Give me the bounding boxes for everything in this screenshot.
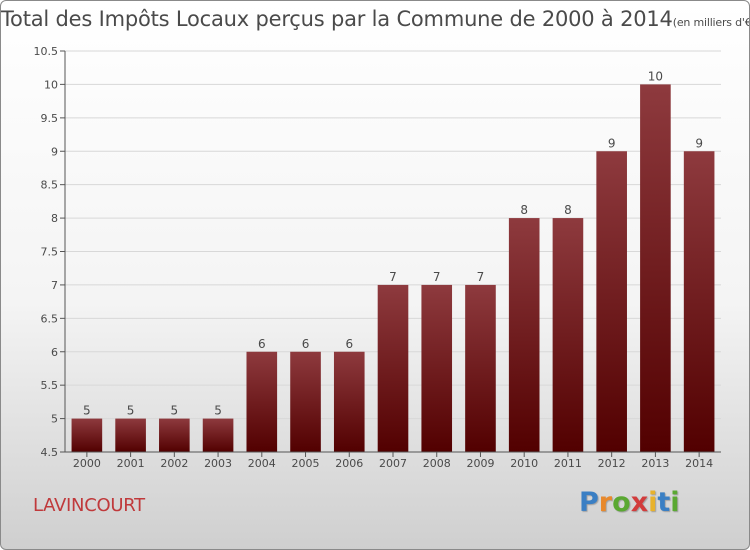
- commune-name: LAVINCOURT: [33, 495, 145, 516]
- y-tick-label: 8.5: [41, 179, 59, 192]
- data-label: 7: [389, 270, 397, 284]
- y-tick-label: 7: [51, 279, 58, 292]
- logo-letter: t: [657, 487, 671, 518]
- y-tick-label: 8: [51, 212, 58, 225]
- logo-letter: r: [598, 487, 613, 518]
- bar: [333, 351, 365, 452]
- x-tick-label: 2014: [685, 457, 713, 470]
- y-tick-label: 4.5: [41, 446, 59, 459]
- bar: [202, 418, 234, 452]
- bar: [683, 151, 715, 452]
- chart-title-unit: (en milliers d'€): [672, 16, 750, 29]
- y-tick-label: 7.5: [41, 246, 59, 259]
- x-tick-label: 2004: [248, 457, 276, 470]
- data-label: 10: [648, 69, 663, 83]
- y-tick-label: 6.5: [41, 312, 59, 325]
- data-label: 6: [345, 337, 353, 351]
- bar: [596, 151, 627, 452]
- x-tick-label: 2000: [73, 457, 101, 470]
- x-tick-label: 2009: [466, 457, 494, 470]
- logo-letter: o: [612, 487, 631, 518]
- chart-title-main: Total des Impôts Locaux perçus par la Co…: [1, 7, 673, 31]
- bar: [71, 418, 103, 452]
- data-label: 8: [520, 203, 528, 217]
- data-label: 7: [477, 270, 485, 284]
- data-label: 5: [171, 404, 179, 418]
- y-tick-label: 5: [51, 413, 58, 426]
- y-tick-label: 10.5: [34, 45, 59, 58]
- bar: [421, 284, 453, 452]
- y-tick-label: 9.5: [41, 112, 59, 125]
- data-label: 8: [564, 203, 572, 217]
- bar: [552, 218, 584, 452]
- bar: [377, 284, 409, 452]
- x-tick-label: 2013: [641, 457, 669, 470]
- logo-letter: i: [648, 487, 658, 518]
- x-tick-label: 2002: [160, 457, 188, 470]
- x-tick-label: 2001: [117, 457, 145, 470]
- y-tick-label: 9: [51, 145, 58, 158]
- x-tick-label: 2011: [554, 457, 582, 470]
- logo-letter: x: [630, 487, 649, 518]
- data-label: 9: [695, 136, 703, 150]
- bar: [508, 218, 540, 452]
- data-label: 9: [608, 136, 616, 150]
- data-label: 6: [258, 337, 266, 351]
- y-tick-label: 10: [44, 78, 58, 91]
- data-label: 7: [433, 270, 441, 284]
- bar: [115, 418, 146, 452]
- x-tick-label: 2003: [204, 457, 232, 470]
- chart-title: Total des Impôts Locaux perçus par la Co…: [1, 7, 750, 31]
- x-tick-label: 2010: [510, 457, 538, 470]
- x-tick-label: 2005: [292, 457, 320, 470]
- bar: [159, 418, 190, 452]
- data-label: 5: [83, 404, 91, 418]
- x-tick-label: 2007: [379, 457, 407, 470]
- x-tick-label: 2012: [598, 457, 626, 470]
- bar: [640, 84, 671, 453]
- bar: [290, 351, 321, 452]
- data-label: 5: [214, 404, 222, 418]
- data-label: 6: [302, 337, 310, 351]
- logo-letter: i: [670, 487, 680, 518]
- x-tick-label: 2008: [423, 457, 451, 470]
- proxiti-logo: Proxiti: [579, 487, 680, 518]
- data-label: 5: [127, 404, 135, 418]
- bar: [465, 284, 496, 452]
- x-tick-label: 2006: [335, 457, 363, 470]
- logo-letter: P: [579, 487, 599, 518]
- y-tick-label: 6: [51, 346, 58, 359]
- y-tick-label: 5.5: [41, 379, 59, 392]
- bar: [246, 351, 278, 452]
